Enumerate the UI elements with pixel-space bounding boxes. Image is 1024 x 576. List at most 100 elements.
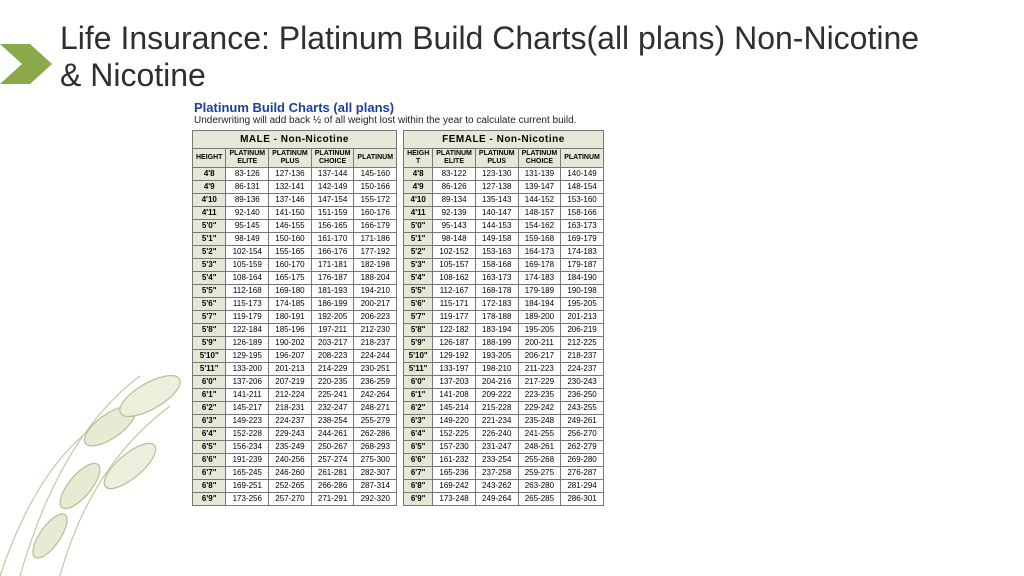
table-row: 4'1089-134135-143144-152153-160 — [404, 193, 604, 206]
col-header: PLATINUM — [561, 148, 604, 167]
range-cell: 155-172 — [354, 193, 397, 206]
range-cell: 137-146 — [269, 193, 312, 206]
range-cell: 150-160 — [269, 232, 312, 245]
table-row: 5'10"129-195196-207208-223224-244 — [193, 349, 397, 362]
table-row: 6'1"141-208209-222223-235236-250 — [404, 388, 604, 401]
range-cell: 129-195 — [226, 349, 269, 362]
range-cell: 172-183 — [475, 297, 518, 310]
range-cell: 165-175 — [269, 271, 312, 284]
table-row: 4'1192-139140-147148-157158-166 — [404, 206, 604, 219]
table-row: 6'5"157-230231-247248-261262-279 — [404, 440, 604, 453]
range-cell: 126-189 — [226, 336, 269, 349]
height-cell: 5'3" — [404, 258, 433, 271]
range-cell: 153-163 — [475, 245, 518, 258]
height-cell: 4'11 — [193, 206, 226, 219]
range-cell: 226-240 — [475, 427, 518, 440]
range-cell: 206-223 — [354, 310, 397, 323]
range-cell: 218-231 — [269, 401, 312, 414]
range-cell: 137-206 — [226, 375, 269, 388]
table-row: 5'2"102-152153-163164-173174-183 — [404, 245, 604, 258]
range-cell: 194-210 — [354, 284, 397, 297]
range-cell: 147-154 — [311, 193, 354, 206]
range-cell: 83-126 — [226, 167, 269, 180]
range-cell: 142-149 — [311, 180, 354, 193]
table-row: 6'7"165-245246-260261-281282-307 — [193, 466, 397, 479]
range-cell: 102-154 — [226, 245, 269, 258]
col-header: HEIGHT — [193, 148, 226, 167]
range-cell: 188-204 — [354, 271, 397, 284]
chart-subheader: Underwriting will add back ½ of all weig… — [192, 115, 852, 126]
range-cell: 261-281 — [311, 466, 354, 479]
range-cell: 174-185 — [269, 297, 312, 310]
table-row: 6'8"169-251252-265266-286287-314 — [193, 479, 397, 492]
table-row: 4'883-126127-136137-144145-160 — [193, 167, 397, 180]
range-cell: 236-250 — [561, 388, 604, 401]
range-cell: 102-152 — [433, 245, 476, 258]
range-cell: 292-320 — [354, 492, 397, 505]
female-col-head-row: HEIGHTPLATINUMELITEPLATINUMPLUSPLATINUMC… — [404, 148, 604, 167]
range-cell: 95-145 — [226, 219, 269, 232]
col-header: PLATINUMELITE — [226, 148, 269, 167]
height-cell: 4'8 — [193, 167, 226, 180]
range-cell: 166-176 — [311, 245, 354, 258]
table-row: 5'8"122-182183-194195-205206-219 — [404, 323, 604, 336]
height-cell: 6'9" — [193, 492, 226, 505]
range-cell: 141-150 — [269, 206, 312, 219]
table-row: 5'11"133-197198-210211-223224-237 — [404, 362, 604, 375]
range-cell: 133-197 — [433, 362, 476, 375]
range-cell: 257-274 — [311, 453, 354, 466]
range-cell: 190-198 — [561, 284, 604, 297]
height-cell: 5'1" — [193, 232, 226, 245]
height-cell: 5'8" — [193, 323, 226, 336]
table-row: 4'986-126127-138139-147148-154 — [404, 180, 604, 193]
height-cell: 5'9" — [193, 336, 226, 349]
range-cell: 217-229 — [518, 375, 561, 388]
range-cell: 98-149 — [226, 232, 269, 245]
table-row: 5'7"119-177178-188189-200201-213 — [404, 310, 604, 323]
female-caption: FEMALE - Non-Nicotine — [404, 130, 604, 148]
height-cell: 6'5" — [404, 440, 433, 453]
range-cell: 140-147 — [475, 206, 518, 219]
range-cell: 160-176 — [354, 206, 397, 219]
range-cell: 241-255 — [518, 427, 561, 440]
range-cell: 137-203 — [433, 375, 476, 388]
range-cell: 86-126 — [433, 180, 476, 193]
range-cell: 220-235 — [311, 375, 354, 388]
range-cell: 203-217 — [311, 336, 354, 349]
range-cell: 200-217 — [354, 297, 397, 310]
range-cell: 230-251 — [354, 362, 397, 375]
range-cell: 256-270 — [561, 427, 604, 440]
table-row: 6'0"137-203204-216217-229230-243 — [404, 375, 604, 388]
table-row: 6'6"191-239240-256257-274275-300 — [193, 453, 397, 466]
range-cell: 196-207 — [269, 349, 312, 362]
table-row: 6'5"156-234235-249250-267268-293 — [193, 440, 397, 453]
height-cell: 6'7" — [404, 466, 433, 479]
range-cell: 135-143 — [475, 193, 518, 206]
range-cell: 129-192 — [433, 349, 476, 362]
range-cell: 145-214 — [433, 401, 476, 414]
range-cell: 231-247 — [475, 440, 518, 453]
range-cell: 169-180 — [269, 284, 312, 297]
height-cell: 5'10" — [404, 349, 433, 362]
male-caption: MALE - Non-Nicotine — [193, 130, 397, 148]
height-cell: 5'2" — [193, 245, 226, 258]
height-cell: 5'0" — [193, 219, 226, 232]
table-row: 5'5"112-167168-178179-189190-198 — [404, 284, 604, 297]
range-cell: 119-179 — [226, 310, 269, 323]
table-row: 6'9"173-256257-270271-291292-320 — [193, 492, 397, 505]
range-cell: 115-173 — [226, 297, 269, 310]
range-cell: 92-140 — [226, 206, 269, 219]
range-cell: 250-267 — [311, 440, 354, 453]
height-cell: 6'6" — [404, 453, 433, 466]
range-cell: 275-300 — [354, 453, 397, 466]
range-cell: 166-179 — [354, 219, 397, 232]
range-cell: 158-168 — [475, 258, 518, 271]
range-cell: 204-216 — [475, 375, 518, 388]
table-row: 5'7"119-179180-191192-205206-223 — [193, 310, 397, 323]
range-cell: 169-242 — [433, 479, 476, 492]
height-cell: 6'7" — [193, 466, 226, 479]
table-row: 4'883-122123-130131-139140-149 — [404, 167, 604, 180]
height-cell: 6'0" — [193, 375, 226, 388]
range-cell: 155-165 — [269, 245, 312, 258]
table-row: 4'1192-140141-150151-159160-176 — [193, 206, 397, 219]
